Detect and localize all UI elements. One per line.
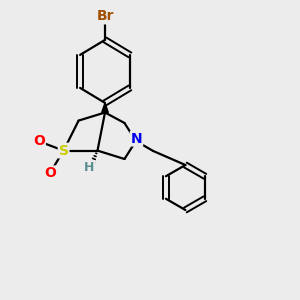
Text: N: N [131,132,142,145]
Text: O: O [44,167,56,180]
Text: S: S [58,144,69,158]
Polygon shape [102,103,108,112]
Text: O: O [33,134,45,148]
Text: Br: Br [96,10,114,23]
Text: H: H [84,161,94,174]
